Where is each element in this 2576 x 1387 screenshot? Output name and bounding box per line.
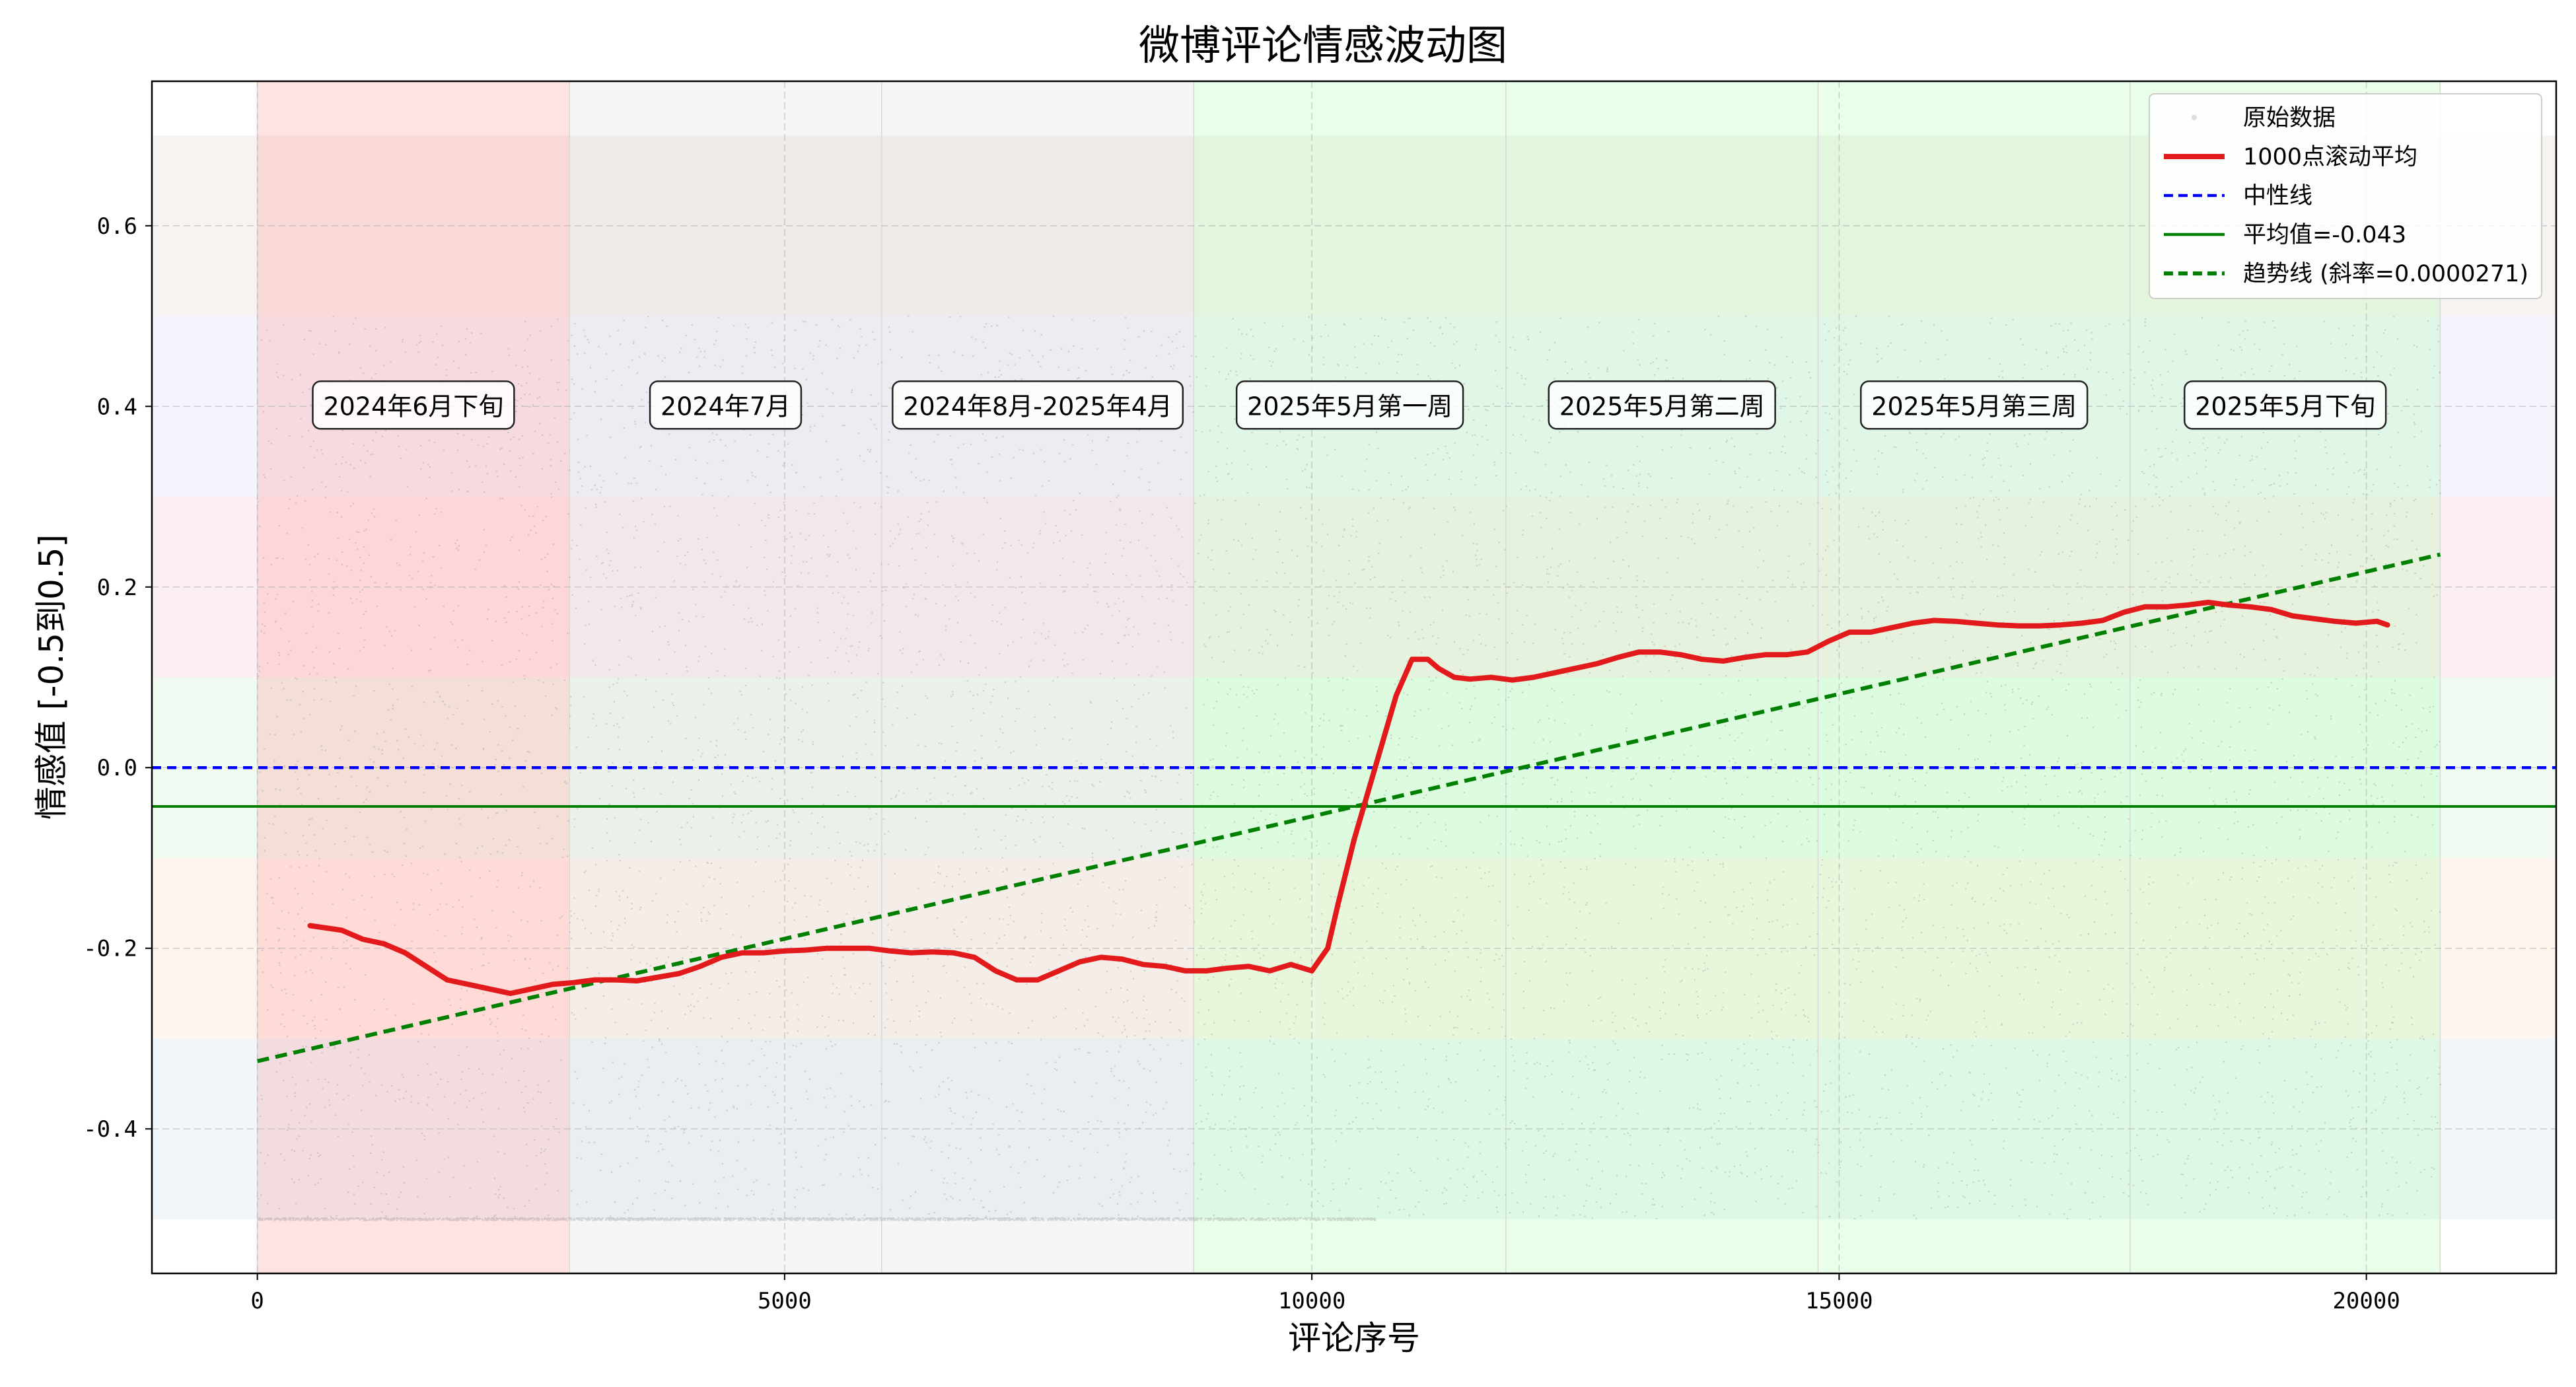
period-label: 2024年7月	[649, 380, 803, 430]
period-label-text: 2025年5月下旬	[2195, 392, 2375, 421]
y-tick-label: 0.4	[97, 394, 137, 420]
period-label: 2024年8月-2025年4月	[892, 380, 1184, 430]
trend-line	[256, 552, 2441, 1063]
period-label: 2025年5月第二周	[1548, 380, 1776, 430]
y-tick-label: 0.2	[97, 575, 137, 601]
x-axis-label: 评论序号	[1288, 1319, 1420, 1357]
period-label-box	[2184, 380, 2387, 430]
legend-item: 中性线	[2163, 183, 2312, 209]
y-axis-ticks: -0.4 -0.2 0.0 0.2 0.4 0.6	[83, 213, 152, 1143]
reference-lines	[152, 552, 2556, 1063]
y-tick-label: 0.6	[97, 213, 137, 240]
period-band	[569, 81, 882, 1273]
legend-item: 平均值=-0.043	[2163, 222, 2406, 248]
period-label-text: 2025年5月第三周	[1871, 392, 2077, 421]
period-labels: 2024年6月下旬 2024年7月 2024年8月-2025年4月 2025年5月第一…	[312, 380, 2387, 430]
x-tick-label: 5000	[758, 1288, 812, 1314]
x-tick-label: 15000	[1805, 1288, 1873, 1314]
period-band	[1505, 81, 1818, 1273]
period-label-text: 2025年5月第二周	[1559, 392, 1765, 421]
period-label-text: 2024年8月-2025年4月	[903, 392, 1172, 421]
period-label-box	[312, 380, 515, 430]
period-shading	[256, 81, 2441, 1273]
period-label-box	[649, 380, 803, 430]
plot-frame	[151, 80, 2558, 1275]
legend-label: 趋势线 (斜率=0.0000271)	[2243, 261, 2528, 287]
legend-item: 趋势线 (斜率=0.0000271)	[2163, 261, 2528, 287]
period-label-box	[1235, 380, 1464, 430]
period-band	[257, 81, 570, 1273]
legend-swatch	[2191, 115, 2197, 120]
period-label: 2025年5月第一周	[1235, 380, 1464, 430]
period-label: 2024年6月下旬	[312, 380, 515, 430]
period-label-text: 2024年6月下旬	[323, 392, 503, 421]
x-tick-label: 20000	[2332, 1288, 2400, 1314]
y-tick-label: -0.4	[83, 1116, 137, 1143]
period-label-box	[892, 380, 1184, 430]
legend-item: 原始数据	[2191, 105, 2336, 131]
chart-title: 微博评论情感波动图	[1139, 21, 1507, 69]
rolling-average-line	[307, 600, 2390, 997]
period-band	[881, 81, 1194, 1273]
x-tick-label: 10000	[1278, 1288, 1345, 1314]
period-label-text: 2024年7月	[661, 392, 791, 421]
x-axis-ticks: 0 5000 10000 15000 20000	[250, 1273, 2400, 1314]
y-tick-label: -0.2	[83, 936, 137, 962]
x-tick-label: 0	[250, 1288, 264, 1314]
period-label: 2025年5月第三周	[1860, 380, 2089, 430]
period-label: 2025年5月下旬	[2184, 380, 2387, 430]
y-tick-label: 0.0	[97, 755, 137, 781]
period-label-text: 2025年5月第一周	[1247, 392, 1452, 421]
legend-label: 平均值=-0.043	[2243, 222, 2406, 248]
y-axis-label: 情感值 [-0.5到0.5]	[32, 534, 71, 820]
legend-label: 1000点滚动平均	[2243, 144, 2417, 170]
period-band	[1818, 81, 2131, 1273]
legend-frame	[2148, 93, 2542, 299]
legend-label: 中性线	[2243, 183, 2312, 209]
period-label-box	[1860, 380, 2089, 430]
legend-item: 1000点滚动平均	[2163, 144, 2417, 170]
legend-label: 原始数据	[2243, 105, 2336, 131]
rolling-average-series	[307, 600, 2390, 997]
period-label-box	[1548, 380, 1776, 430]
